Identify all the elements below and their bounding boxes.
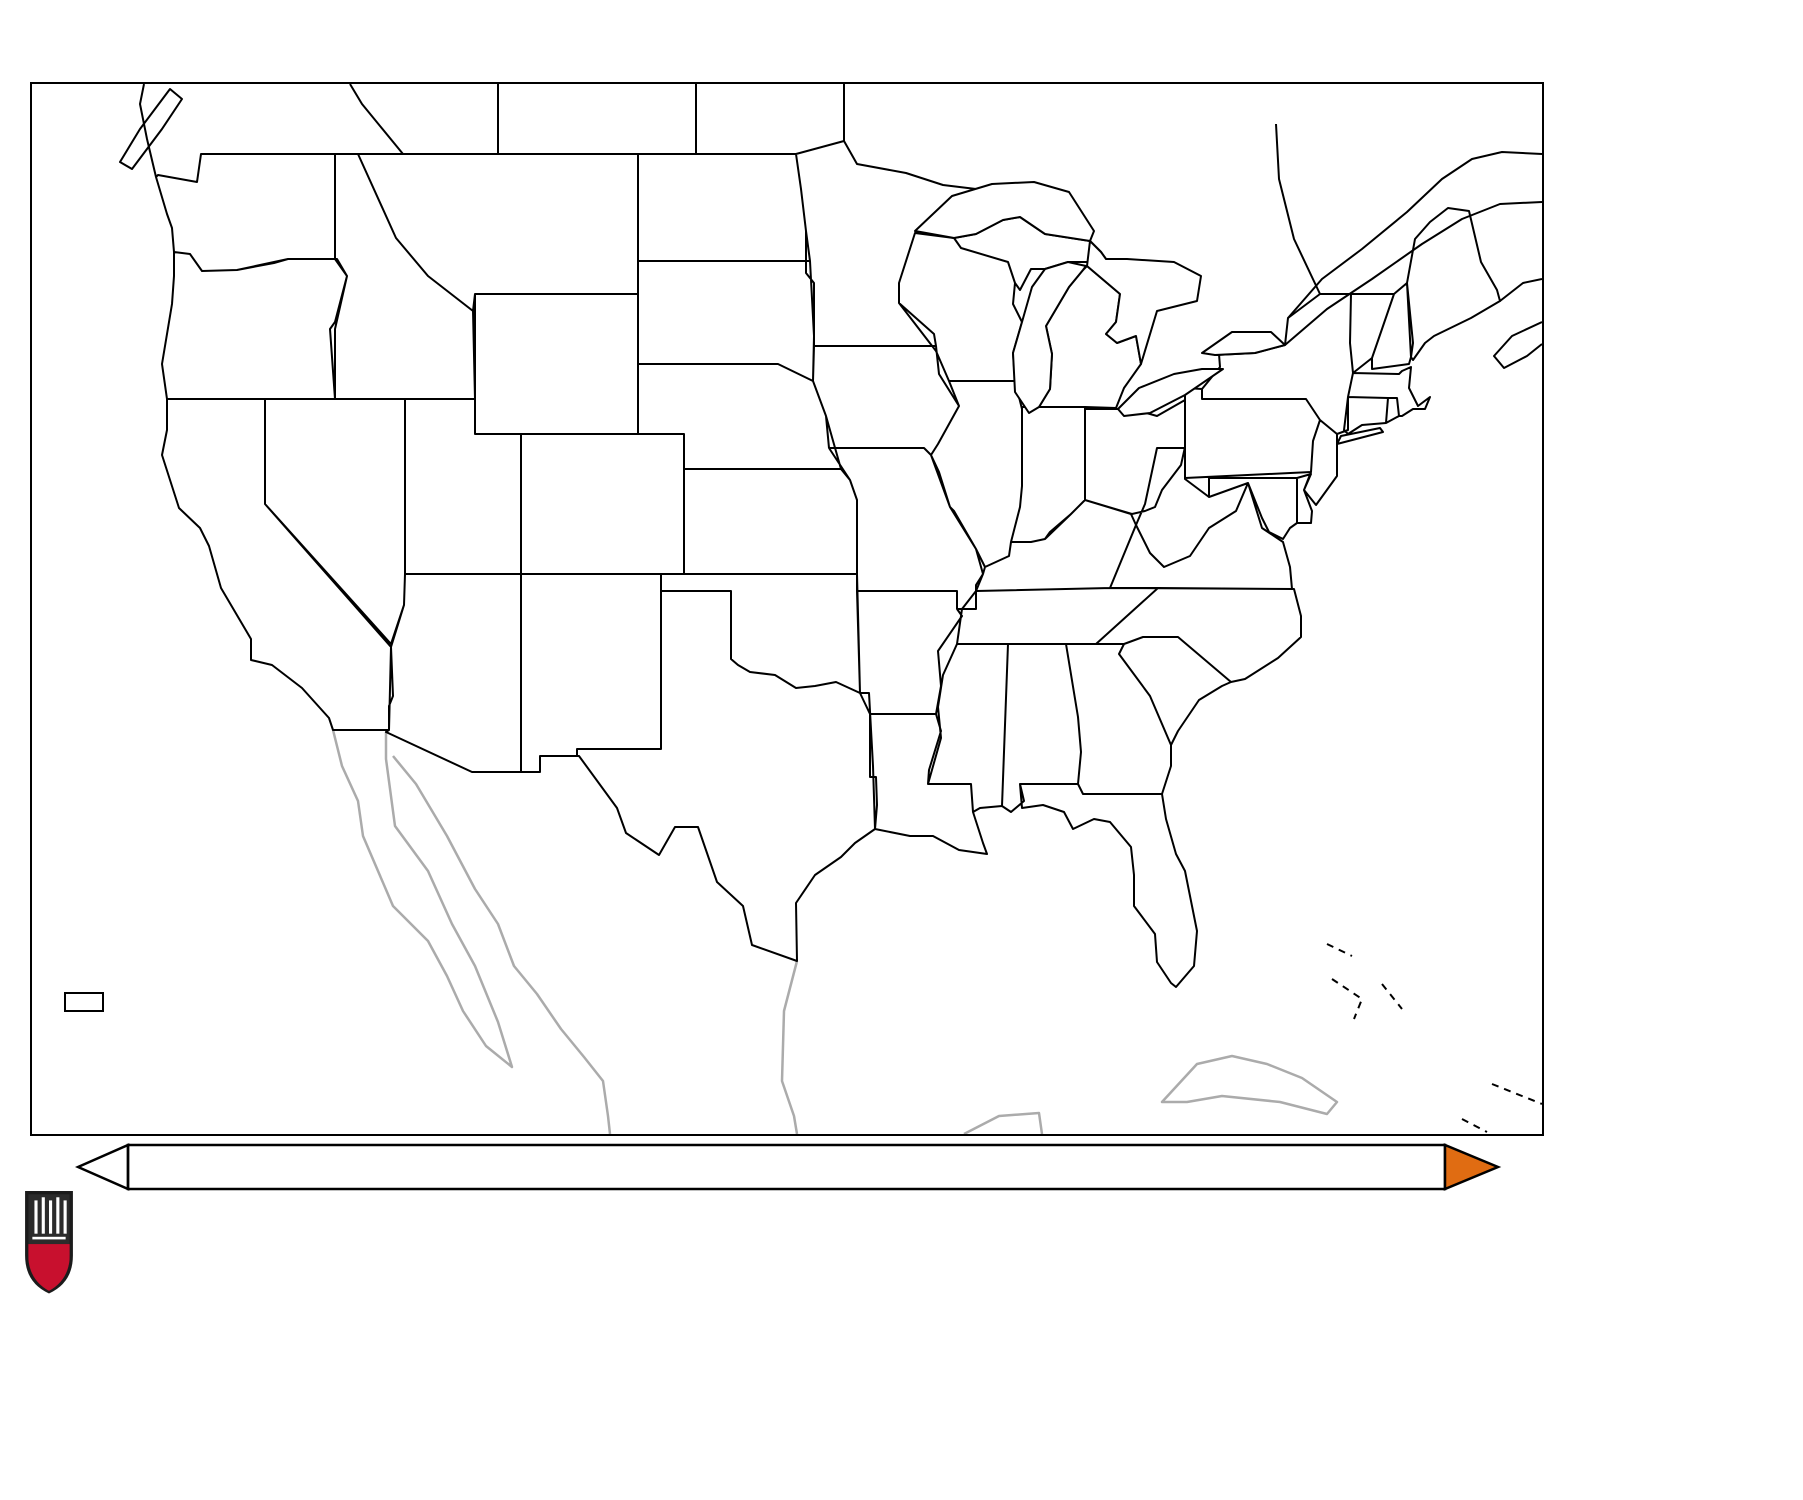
great-lakes [914,181,1286,417]
dashed-islands [1326,943,1542,1133]
colorbar-over-arrow [1443,1143,1502,1191]
colorbar-under-arrow [75,1143,130,1191]
colorbar-gradient-bar [126,1143,1447,1191]
niu-red-band [28,1244,70,1291]
valid-run-info-box [64,992,104,1012]
us-map [119,84,1542,1134]
colorbar [75,1143,1502,1191]
state-boundaries [155,140,1501,988]
lake-erie [1117,368,1224,417]
colorbar-tick-labels [0,1196,1803,1242]
canada-lines [119,84,1542,369]
lake-huron [1086,240,1202,365]
map-axes [30,82,1544,1136]
niu-logo [25,1191,73,1294]
lake-michigan-shape [1012,261,1087,414]
state-polygons [155,140,1501,988]
castle-icon [32,1197,67,1240]
neighbor-coastlines [331,729,1339,1134]
